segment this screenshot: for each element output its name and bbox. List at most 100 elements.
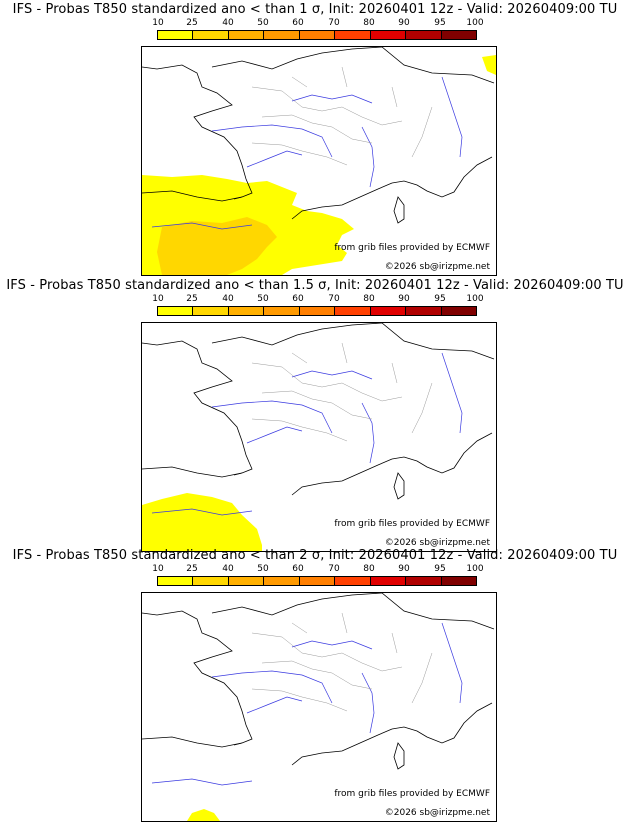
colorbar — [157, 30, 477, 40]
prob-area-yellow — [187, 809, 220, 821]
colorbar-tick: 90 — [398, 564, 410, 574]
map-area: from grib files provided by ECMWF ©2026 … — [141, 592, 497, 822]
colorbar-swatch — [441, 307, 476, 315]
map-area: from grib files provided by ECMWF ©2026 … — [141, 322, 497, 552]
colorbar-tick: 40 — [222, 18, 234, 28]
corsica — [393, 472, 405, 500]
border-east — [381, 323, 495, 360]
river-iberia — [151, 508, 253, 516]
colorbar-tick: 80 — [363, 294, 375, 304]
colorbar-tick: 90 — [398, 294, 410, 304]
colorbar-tick: 40 — [222, 294, 234, 304]
colorbar-tick: 25 — [186, 564, 198, 574]
coastline-north — [211, 323, 383, 346]
colorbar-tick: 25 — [186, 294, 198, 304]
panel-title: IFS - Probas T850 standardized ano < tha… — [6, 278, 624, 293]
colorbar-tick: 70 — [328, 18, 340, 28]
colorbar-tick: 25 — [186, 18, 198, 28]
colorbar-swatch — [441, 31, 476, 39]
coastline-west — [142, 340, 253, 476]
map-panel-2: IFS - Probas T850 standardized ano < tha… — [0, 276, 630, 552]
border-alps — [391, 156, 493, 198]
river-rhine — [441, 76, 463, 158]
colorbar-swatch — [299, 577, 336, 585]
colorbar-tick: 80 — [363, 18, 375, 28]
colorbar-tick: 80 — [363, 564, 375, 574]
colorbar-swatch — [335, 577, 371, 585]
region-borders — [251, 66, 433, 166]
colorbar-swatch — [158, 31, 194, 39]
colorbar-tick: 95 — [434, 18, 446, 28]
colorbar-tick: 50 — [257, 294, 269, 304]
colorbar-tick: 100 — [466, 564, 484, 574]
colorbar-swatch — [370, 31, 407, 39]
colorbar-tick: 60 — [292, 564, 304, 574]
colorbar-swatch — [228, 31, 265, 39]
colorbar — [157, 306, 477, 316]
colorbar-swatch — [158, 307, 194, 315]
prob-area-yellow — [142, 493, 262, 551]
coastline-mediterranean — [291, 458, 393, 496]
river-iberia — [151, 778, 253, 786]
colorbar-tick: 100 — [466, 18, 484, 28]
coastline-north — [211, 593, 383, 616]
copyright-credit: ©2026 sb@irizpme.net — [384, 808, 490, 818]
source-credit: from grib files provided by ECMWF — [334, 519, 490, 529]
colorbar — [157, 576, 477, 586]
colorbar-swatch — [370, 307, 407, 315]
colorbar-tick: 60 — [292, 294, 304, 304]
colorbar-swatch — [335, 307, 371, 315]
river-loire — [211, 400, 333, 434]
colorbar-swatch — [406, 307, 442, 315]
river-loire — [211, 124, 333, 158]
colorbar-labels: 10 25 40 50 60 70 80 90 95 100 — [152, 564, 483, 576]
corsica — [393, 196, 405, 224]
river-rhine — [441, 622, 463, 704]
colorbar-swatch — [264, 307, 300, 315]
colorbar-swatch — [264, 577, 300, 585]
source-credit: from grib files provided by ECMWF — [334, 243, 490, 253]
colorbar-tick: 40 — [222, 564, 234, 574]
colorbar-tick: 70 — [328, 294, 340, 304]
river-garonne — [246, 696, 303, 714]
copyright-credit: ©2026 sb@irizpme.net — [384, 262, 490, 272]
coastline-iberia — [142, 190, 243, 202]
river-seine — [291, 94, 373, 104]
region-borders — [251, 342, 433, 442]
border-alps — [391, 702, 493, 744]
colorbar-tick: 90 — [398, 18, 410, 28]
river-seine — [291, 370, 373, 380]
copyright-credit: ©2026 sb@irizpme.net — [384, 538, 490, 548]
map-area: from grib files provided by ECMWF ©2026 … — [141, 46, 497, 276]
colorbar-swatch — [228, 307, 265, 315]
colorbar-tick: 50 — [257, 18, 269, 28]
coastline-iberia — [142, 466, 243, 478]
colorbar-tick: 95 — [434, 564, 446, 574]
colorbar-swatch — [441, 577, 476, 585]
colorbar-tick: 10 — [152, 294, 164, 304]
coastline-west — [142, 64, 253, 200]
border-east — [381, 47, 495, 84]
border-east — [381, 593, 495, 630]
river-iberia — [151, 222, 253, 230]
colorbar-tick: 70 — [328, 564, 340, 574]
border-alps — [391, 432, 493, 474]
river-rhone — [361, 672, 375, 734]
panel-title: IFS - Probas T850 standardized ano < tha… — [12, 2, 618, 17]
colorbar-swatch — [193, 31, 229, 39]
colorbar-swatch — [158, 577, 194, 585]
colorbar-swatch — [406, 577, 442, 585]
map-svg — [142, 323, 495, 551]
coastline-north — [211, 47, 383, 70]
colorbar-tick: 100 — [466, 294, 484, 304]
panel-title: IFS - Probas T850 standardized ano < tha… — [12, 548, 618, 563]
river-garonne — [246, 150, 303, 168]
prob-area-yellow-east — [482, 55, 496, 75]
colorbar-swatch — [299, 307, 336, 315]
colorbar-swatch — [335, 31, 371, 39]
map-panel-3: IFS - Probas T850 standardized ano < tha… — [0, 546, 630, 822]
map-svg — [142, 47, 496, 275]
colorbar-swatch — [193, 307, 229, 315]
colorbar-swatch — [370, 577, 407, 585]
river-rhine — [441, 352, 463, 434]
